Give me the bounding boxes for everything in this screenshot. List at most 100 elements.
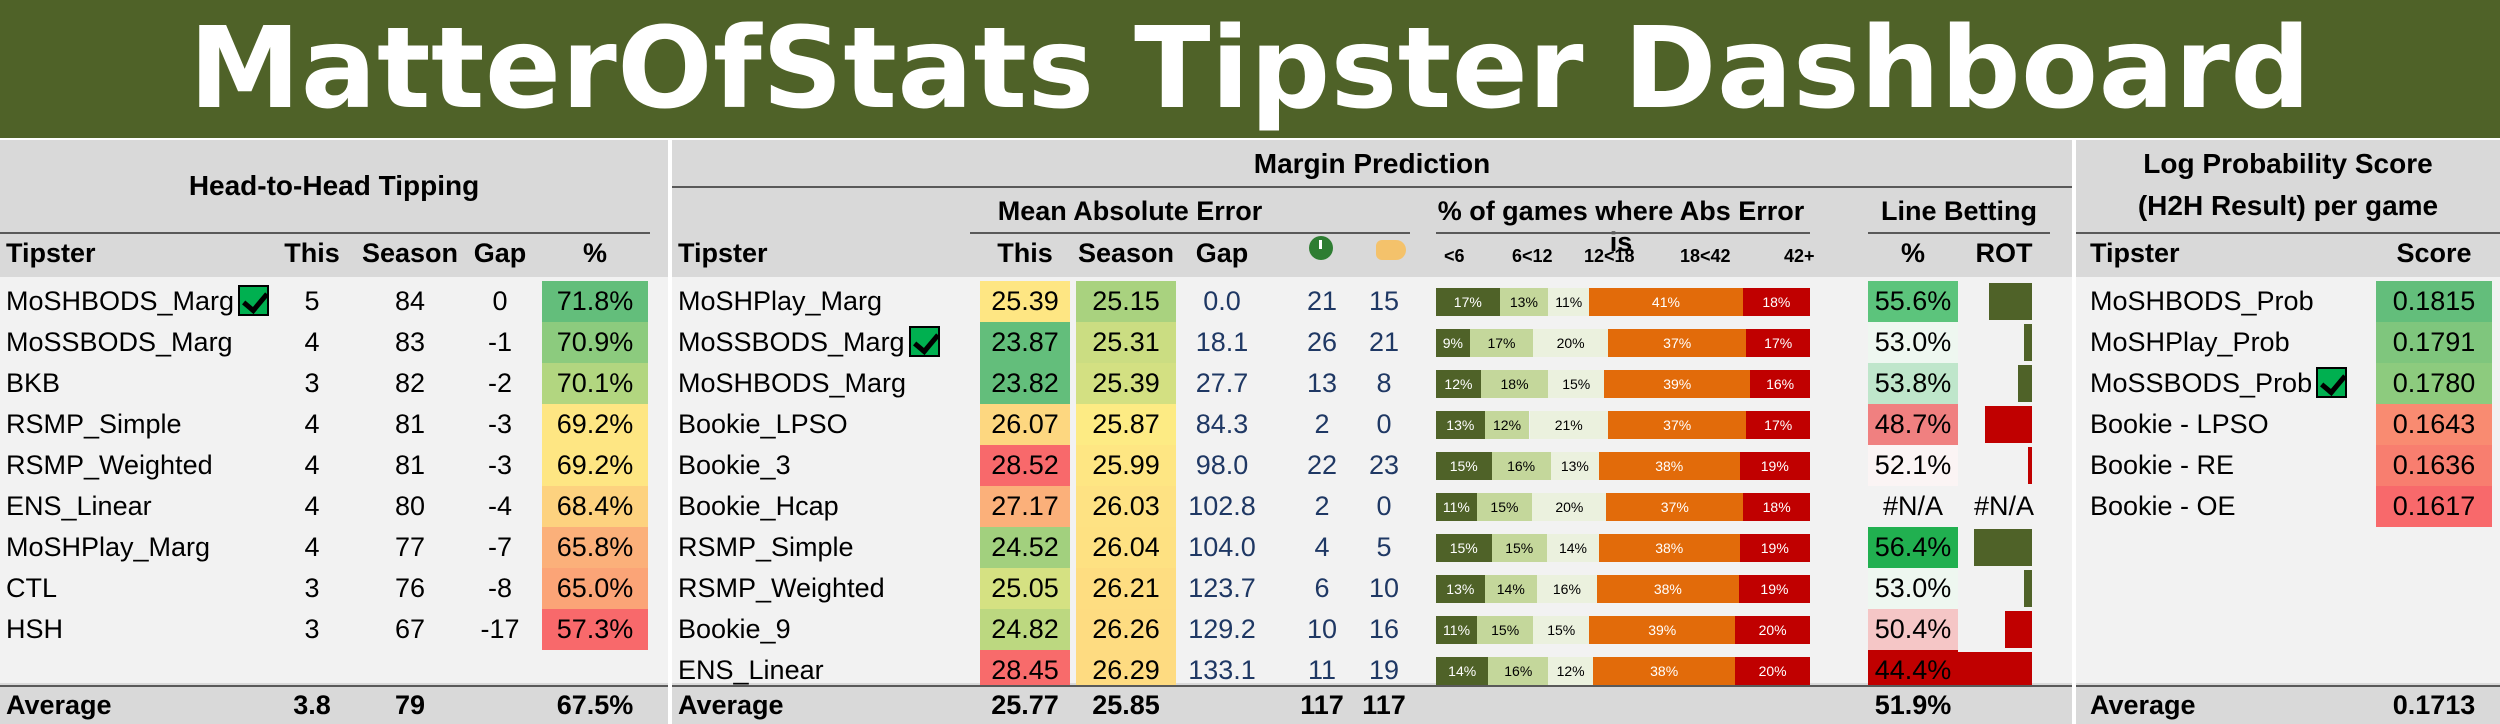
table-row: MoSHPlay_Marg 4 77 -7 65.8% [0, 527, 668, 568]
margin-footer-icon1: 117 [1300, 690, 1344, 720]
tipster-name: Bookie_9 [672, 609, 791, 650]
tipster-label: MoSHPlay_Marg [678, 286, 883, 316]
table-row: MoSHPlay_Prob 0.1791 [2076, 322, 2500, 363]
tipster-label: ENS_Linear [678, 655, 824, 685]
cell-gap: 98.0 [1195, 450, 1249, 480]
bucket-segment: 17% [1746, 329, 1810, 357]
table-row: Bookie_LPSO 26.07 25.87 84.3 2 0 13% 12% 21% 37% 1… [672, 404, 2072, 445]
bucket-segment: 38% [1596, 575, 1739, 603]
cell-rot: #N/A [1973, 491, 2035, 521]
tipster-label: RSMP_Simple [6, 409, 182, 439]
tipster-label: Bookie_9 [678, 614, 791, 644]
dashboard-title: MatterOfStats Tipster Dashboard [0, 0, 2500, 138]
bucket-segment: 12% [1484, 411, 1530, 439]
tipster-name: MoSHPlay_Marg [0, 527, 210, 568]
cell-gap: 102.8 [1188, 491, 1256, 521]
tipster-name: RSMP_Weighted [672, 568, 885, 609]
cell-this: 3 [304, 573, 320, 603]
cell-this: 4 [304, 409, 320, 439]
cell-icon2-count: 19 [1368, 655, 1400, 685]
checkmark-icon [238, 285, 270, 317]
cell-gap: 0.0 [1203, 286, 1241, 316]
cell-gap: -3 [487, 409, 512, 439]
margin-footer-label: Average [678, 690, 784, 720]
cell-gap: -2 [487, 368, 512, 398]
cell-mae-this: 24.52 [980, 527, 1070, 568]
tipster-name: Bookie_3 [672, 445, 791, 486]
cell-mae-season: 25.15 [1076, 281, 1176, 322]
cell-icon1-count: 10 [1306, 614, 1338, 644]
bucket-segment: 37% [1606, 493, 1744, 521]
bucket-segment: 15% [1477, 616, 1534, 644]
tipster-label: MoSSBODS_Marg [678, 327, 905, 357]
cell-pct: 68.4% [542, 486, 648, 527]
tipster-name: MoSHPlay_Marg [672, 281, 882, 322]
margin-footer: Average 25.77 25.85 117 117 51.9% [672, 687, 2072, 724]
table-row: Bookie - RE 0.1636 [2076, 445, 2500, 486]
cell-mae-this: 25.39 [980, 281, 1070, 322]
h2h-panel: Head-to-Head Tipping Tipster This Season… [0, 140, 668, 724]
cell-mae-season: 26.03 [1076, 486, 1176, 527]
tipster-label: Bookie_LPSO [678, 409, 848, 439]
cell-pct: 70.9% [542, 322, 648, 363]
bucket-segment: 16% [1488, 657, 1549, 685]
logprob-col-tipster: Tipster [2090, 238, 2180, 268]
bucket-label: 42+ [1784, 246, 1815, 266]
table-row: Bookie_3 28.52 25.99 98.0 22 23 15% 16% 13% 38% 19… [672, 445, 2072, 486]
pct-rule [1436, 232, 1810, 234]
cell-icon1-count: 2 [1314, 491, 1330, 521]
bucket-label: 18<42 [1680, 246, 1731, 266]
bucket-segment: 38% [1598, 452, 1740, 480]
cell-this: 4 [304, 450, 320, 480]
bucket-segment: 11% [1436, 616, 1478, 644]
tipster-name: Bookie - OE [2084, 486, 2236, 527]
cell-mae-this: 25.05 [980, 568, 1070, 609]
cell-icon2-count: 0 [1376, 491, 1392, 521]
cell-season: 84 [394, 286, 426, 316]
h2h-col-this: This [284, 238, 340, 268]
table-row: Bookie_9 24.82 26.26 129.2 10 16 11% 15% 15% 39% 2… [672, 609, 2072, 650]
logprob-header-rule [2076, 232, 2500, 234]
tipster-label: HSH [6, 614, 64, 644]
cell-mae-this: 23.82 [980, 363, 1070, 404]
tipster-name: HSH [0, 609, 63, 650]
margin-table-body: MoSHPlay_Marg 25.39 25.15 0.0 21 15 17% 13% 11% 4… [672, 277, 2072, 691]
cell-season: 82 [394, 368, 426, 398]
bucket-segment: 15% [1548, 370, 1605, 398]
margin-footer-line-pct: 51.9% [1874, 690, 1952, 720]
cell-mae-season: 26.04 [1076, 527, 1176, 568]
cell-line-pct: 44.4% [1868, 650, 1958, 691]
logprob-footer-rule [2076, 685, 2500, 687]
bucket-segment: 17% [1746, 411, 1810, 439]
cell-icon1-count: 21 [1306, 286, 1338, 316]
table-row: MoSSBODS_Marg 4 83 -1 70.9% [0, 322, 668, 363]
bucket-segment: 15% [1436, 534, 1492, 562]
rot-bar [2024, 570, 2032, 607]
logprob-table-body: MoSHBODS_Prob 0.1815 MoSHPlay_Prob 0.1791 Mo… [2076, 277, 2500, 683]
margin-col-season: Season [1077, 238, 1175, 268]
cell-gap: -7 [487, 532, 512, 562]
bucket-label: 12<18 [1584, 246, 1635, 266]
clock-icon [1309, 236, 1333, 260]
cell-line-pct: 48.7% [1868, 404, 1958, 445]
cell-mae-this: 26.07 [980, 404, 1070, 445]
bucket-segment: 21% [1529, 411, 1608, 439]
table-row: RSMP_Weighted 4 81 -3 69.2% [0, 445, 668, 486]
tipster-name: BKB [0, 363, 60, 404]
bucket-segment: 15% [1491, 534, 1547, 562]
cell-line-pct: 53.0% [1868, 322, 1958, 363]
h2h-footer-this: 3.8 [293, 690, 331, 720]
h2h-table-body: MoSHBODS_Marg 5 84 0 71.8% MoSSBODS_Marg 4 83 -1… [0, 277, 668, 683]
cell-this: 4 [304, 327, 320, 357]
logprob-footer: Average 0.1713 [2076, 687, 2500, 724]
bucket-segment: 11% [1436, 493, 1477, 521]
bucket-segment: 13% [1550, 452, 1599, 480]
cell-pct: 65.0% [542, 568, 648, 609]
mae-rule [970, 232, 1410, 234]
tipster-label: Bookie - LPSO [2090, 409, 2269, 439]
tipster-label: Bookie - OE [2090, 491, 2236, 521]
cell-icon1-count: 2 [1314, 409, 1330, 439]
cell-icon1-count: 4 [1314, 532, 1330, 562]
cell-mae-this: 28.52 [980, 445, 1070, 486]
margin-section-title: Margin Prediction [1253, 148, 1491, 179]
